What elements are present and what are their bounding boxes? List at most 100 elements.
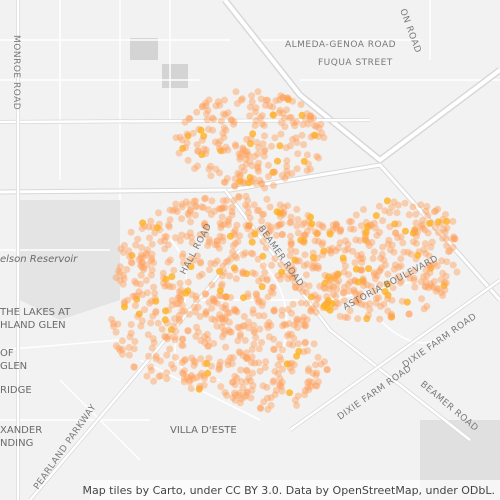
point: [294, 216, 302, 224]
point: [162, 333, 170, 341]
point: [198, 270, 206, 278]
point: [216, 287, 224, 295]
point: [241, 147, 249, 155]
point: [255, 359, 263, 367]
point: [299, 121, 307, 129]
point: [312, 264, 320, 272]
point: [178, 301, 186, 309]
point: [161, 316, 169, 324]
point: [422, 249, 430, 257]
point: [217, 224, 225, 232]
point: [326, 230, 334, 238]
point: [204, 107, 212, 114]
point: [319, 223, 327, 231]
point: [376, 281, 384, 289]
point: [451, 235, 459, 243]
point: [163, 369, 171, 377]
point: [319, 251, 327, 259]
point: [189, 375, 197, 383]
point: [131, 338, 139, 345]
point: [375, 202, 383, 210]
point: [178, 203, 186, 211]
point: [258, 211, 266, 219]
point: [207, 259, 215, 267]
point: [394, 273, 402, 281]
point: [311, 291, 319, 299]
point: [216, 101, 224, 109]
point: [239, 268, 247, 276]
point: [349, 247, 357, 255]
point: [243, 270, 251, 278]
point: [200, 145, 208, 153]
point: [219, 147, 227, 155]
point: [186, 207, 194, 215]
point: [418, 221, 426, 229]
road: [224, 189, 471, 441]
point: [218, 221, 226, 229]
point: [138, 259, 146, 266]
point: [180, 370, 188, 378]
point: [277, 383, 285, 391]
point: [211, 298, 218, 306]
point: [221, 327, 229, 335]
point: [274, 157, 281, 165]
point: [257, 179, 265, 187]
point: [280, 320, 288, 328]
point: [150, 339, 158, 347]
point: [327, 282, 335, 290]
point: [291, 283, 299, 291]
point: [358, 266, 366, 274]
point: [427, 282, 435, 290]
point: [175, 315, 183, 323]
point: [403, 298, 411, 306]
point: [419, 224, 427, 232]
point: [290, 361, 298, 369]
point: [165, 223, 173, 231]
point: [386, 223, 394, 231]
point: [267, 226, 275, 234]
point: [179, 342, 187, 350]
point: [336, 228, 344, 236]
point: [202, 290, 210, 298]
point: [248, 353, 256, 361]
point: [281, 123, 289, 131]
point: [443, 258, 451, 266]
point: [161, 332, 169, 340]
point: [345, 271, 353, 279]
point: [222, 302, 229, 309]
point: [151, 289, 159, 297]
point: [186, 255, 194, 263]
point: [248, 92, 256, 100]
point: [412, 210, 420, 218]
point: [278, 231, 286, 239]
point: [203, 359, 211, 367]
point: [265, 333, 273, 341]
point: [423, 302, 431, 310]
point: [168, 361, 176, 368]
point: [293, 257, 301, 265]
point: [285, 340, 293, 348]
point: [327, 247, 335, 255]
point: [291, 122, 299, 130]
point: [221, 204, 229, 212]
point: [162, 275, 170, 283]
point: [437, 289, 445, 297]
point: [271, 255, 279, 263]
point: [235, 150, 243, 158]
point: [266, 102, 274, 110]
point: [185, 310, 193, 318]
point: [305, 365, 313, 373]
point: [199, 204, 207, 212]
point: [318, 129, 326, 137]
point: [239, 322, 247, 330]
point: [205, 298, 213, 306]
point: [249, 309, 257, 317]
point: [348, 218, 355, 225]
point: [404, 270, 412, 278]
point: [193, 323, 200, 331]
point: [380, 300, 388, 308]
point: [120, 242, 128, 249]
point: [134, 235, 142, 243]
point: [231, 372, 239, 380]
point: [244, 203, 252, 211]
